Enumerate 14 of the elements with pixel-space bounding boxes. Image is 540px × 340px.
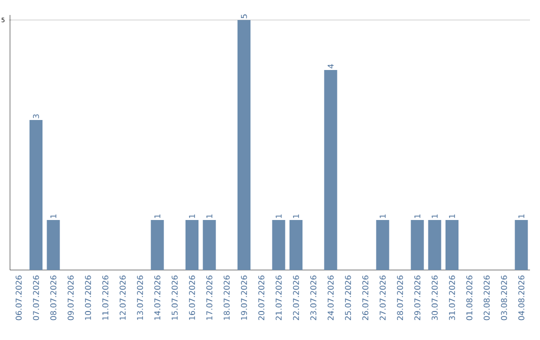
bar <box>30 120 42 270</box>
bar <box>186 220 198 270</box>
bar <box>410 220 424 270</box>
bar <box>202 220 216 270</box>
bar <box>514 220 528 270</box>
bar <box>376 220 390 270</box>
bar <box>446 220 459 270</box>
bar <box>272 220 286 270</box>
bar <box>428 220 442 270</box>
bar <box>324 70 338 270</box>
bar <box>150 220 164 270</box>
bar <box>290 220 302 270</box>
bar <box>238 20 250 270</box>
bar <box>46 220 60 270</box>
